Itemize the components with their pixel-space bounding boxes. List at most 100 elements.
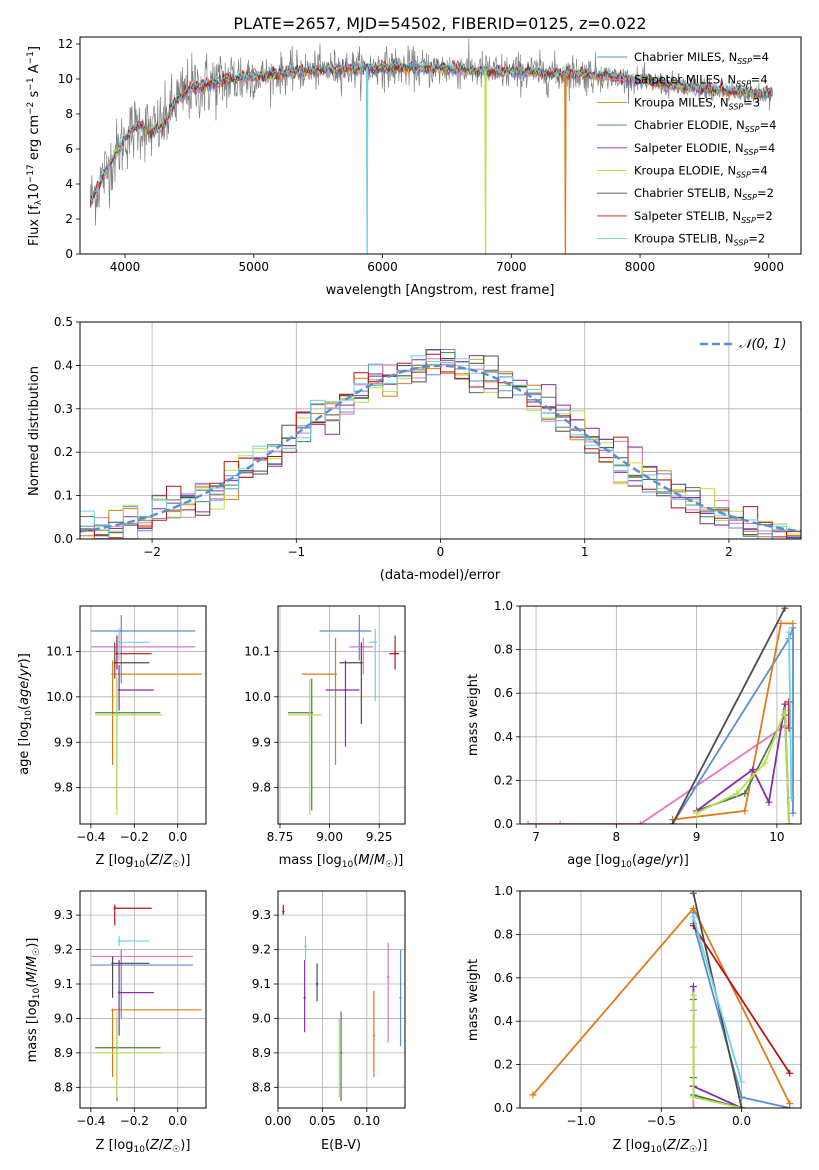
plot-area	[89, 38, 774, 254]
x-tick-label: 10	[769, 830, 784, 844]
y-tick-label: 9.9	[54, 735, 73, 749]
x-tick-label: 0.00	[265, 1114, 292, 1128]
x-tick-label: 8000	[625, 260, 656, 274]
point-kroupa-elodie	[115, 713, 119, 717]
y-tick-label: 9.2	[252, 943, 271, 957]
y-tick-label: 0.1	[54, 489, 73, 503]
y-tick-label: 9.8	[252, 781, 271, 795]
point-salpeter-miles	[386, 975, 390, 979]
y-tick-label: 10	[58, 72, 73, 86]
gaussian-curve	[80, 364, 801, 533]
point-chabrier-stelib	[113, 661, 116, 664]
x-tick-label: 8	[613, 830, 621, 844]
weight-marker-salpeter-stelib	[785, 698, 793, 706]
x-tick-label: −0.4	[76, 1114, 105, 1128]
point-kroupa-stelib	[374, 641, 377, 644]
axes-frame	[79, 605, 207, 825]
point-salpeter-miles	[120, 645, 123, 649]
point-salpeter-stelib	[393, 652, 397, 655]
figure-title: PLATE=2657, MJD=54502, FIBERID=0125, z=0…	[233, 14, 646, 33]
residuals-xlabel: (data-model)/error	[380, 568, 501, 583]
y-tick-label: 8.9	[252, 1046, 271, 1060]
y-tick-label: 0.4	[54, 358, 73, 372]
x-tick-label: 9000	[754, 260, 785, 274]
legend-label-salpeter-elodie: Salpeter ELODIE, NSSP=4	[634, 141, 775, 157]
age-z-xlabel: Z [log10(Z/Z☉)]	[96, 853, 191, 870]
spectrum-panel: wavelength [Angstrom, rest frame] Flux […	[26, 36, 802, 298]
y-tick-label: 1.0	[494, 884, 513, 898]
y-tick-label: 0.4	[494, 730, 513, 744]
y-tick-label: 0.5	[54, 315, 73, 329]
point-chabrier-elodie	[339, 1051, 343, 1055]
y-tick-label: 9.9	[252, 735, 271, 749]
point-salpeter-miles	[120, 955, 123, 958]
y-tick-label: 9.0	[252, 1011, 271, 1025]
x-tick-label: 8.75	[267, 830, 294, 844]
weight-marker-kroupa-elodie	[761, 759, 769, 767]
weight-marker-kroupa-stelib	[787, 794, 795, 802]
weight-marker-kroupa-elodie	[785, 820, 793, 824]
weight-vs-age-panel: age [log10(age/yr)] mass weight 7 8 9 10 0.0…	[466, 599, 802, 870]
point-chabrier-stelib	[360, 661, 363, 664]
point-chabrier-miles	[358, 629, 361, 633]
age-ylabel: age [log10(age/yr)]	[17, 653, 34, 775]
plot-area	[282, 904, 402, 1102]
x-tick-label: 0.05	[309, 1114, 336, 1128]
y-tick-label: 8	[65, 107, 73, 121]
x-tick-label: 7	[532, 830, 540, 844]
axes-frame	[79, 36, 802, 255]
mass-ebv-xlabel: E(B-V)	[321, 1138, 361, 1153]
point-salpeter-stelib	[282, 910, 285, 913]
point-chabrier-stelib	[315, 982, 319, 986]
mass-ylabel: mass [log10(M/M☉)]	[25, 938, 42, 1063]
x-tick-label: 4000	[110, 260, 141, 274]
y-tick-label: 4	[65, 177, 73, 191]
y-tick-label: 9.2	[54, 943, 73, 957]
weight-marker-chabrier-stelib	[738, 1104, 746, 1108]
legend-label-gaussian: 𝒩(0, 1)	[739, 337, 786, 352]
x-tick-label: −0.2	[120, 830, 149, 844]
x-tick-label: −0.2	[120, 1114, 149, 1128]
x-tick-label: 6000	[367, 260, 398, 274]
weight-age-xlabel: age [log10(age/yr)]	[567, 853, 689, 870]
point-kroupa-elodie	[308, 713, 311, 717]
y-tick-label: 0.2	[54, 445, 73, 459]
legend-label-kroupa-stelib: Kroupa STELIB, NSSP=2	[634, 232, 765, 248]
weight-line-kroupa-miles	[672, 622, 793, 821]
weight-marker-kroupa-stelib	[738, 1078, 746, 1086]
weight-marker-kroupa-miles	[777, 619, 785, 627]
weight-marker-salpeter-miles	[636, 820, 644, 824]
point-salpeter-elodie	[117, 991, 121, 994]
axes-frame	[277, 605, 406, 825]
point-chabrier-miles	[120, 629, 123, 633]
x-tick-label: 1	[581, 545, 589, 559]
residuals-panel: (data-model)/error Normed distribution −…	[27, 315, 802, 583]
x-tick-label: 9	[693, 830, 701, 844]
point-kroupa-miles	[111, 672, 114, 676]
mass-vs-metallicity-panel: Z [log10(Z/Z☉)] mass [log10(M/M☉)] −0.4 −…	[25, 890, 207, 1155]
weight-line-kroupa-stelib	[692, 916, 743, 1083]
spectrum-xlabel: wavelength [Angstrom, rest frame]	[326, 283, 555, 298]
x-tick-label: −1.0	[566, 1114, 595, 1128]
y-tick-label: 0.0	[494, 1101, 513, 1115]
axes-frame	[79, 321, 802, 540]
point-kroupa-stelib	[117, 641, 121, 644]
residuals-ylabel: Normed distribution	[27, 366, 42, 496]
x-tick-label: 0.10	[353, 1114, 380, 1128]
y-tick-label: 9.3	[54, 908, 73, 922]
point-chabrier-miles	[399, 996, 402, 999]
weight-line-kroupa-elodie	[692, 995, 742, 1108]
plot-area	[90, 615, 202, 815]
point-salpeter-miles	[362, 645, 365, 649]
x-tick-label: 0.0	[168, 1114, 187, 1128]
mass-z-xlabel: Z [log10(Z/Z☉)]	[96, 1138, 191, 1155]
legend-label-chabrier-elodie: Chabrier ELODIE, NSSP=4	[634, 118, 776, 134]
y-tick-label: 10.1	[244, 644, 271, 658]
x-tick-label: −0.5	[647, 1114, 676, 1128]
age-vs-mass-panel: mass [log10(M/M☉)] 8.75 9.00 9.25 9.8 9.9 10.…	[244, 605, 406, 870]
x-tick-label: 0.0	[732, 1114, 751, 1128]
spectrum-ylabel: Flux [fλ10−17 erg cm−2 s−1 A−1]	[26, 46, 44, 246]
point-kroupa-stelib	[304, 944, 307, 948]
point-salpeter-elodie	[344, 688, 347, 692]
y-tick-label: 1.0	[494, 599, 513, 613]
